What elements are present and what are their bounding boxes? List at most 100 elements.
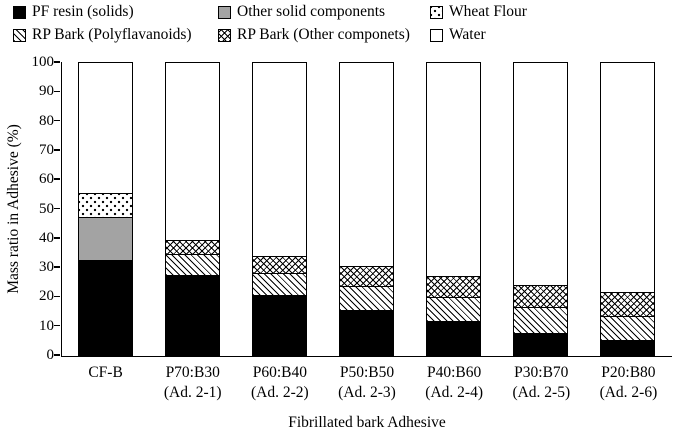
segment-pf-resin-solids xyxy=(78,261,132,355)
x-category-name: P70:B30 xyxy=(165,364,220,381)
y-tick-mark xyxy=(54,324,60,327)
legend-label: Wheat Flour xyxy=(449,3,527,20)
x-category-label-p50-b50: P50:B50 (Ad. 2-3) xyxy=(338,363,396,402)
segment-rp-bark-other-componets xyxy=(514,286,568,308)
segment-water xyxy=(252,63,306,257)
legend-label: Other solid components xyxy=(237,3,386,20)
segment-water xyxy=(514,63,568,286)
bar-p20-b80 xyxy=(600,62,656,356)
segment-pf-resin-solids xyxy=(252,296,306,355)
y-tick-label: 50 xyxy=(39,200,54,217)
segment-pf-resin-solids xyxy=(340,310,393,355)
segment-pf-resin-solids xyxy=(165,275,219,355)
segment-rp-bark-polyflavanoids xyxy=(514,307,568,335)
legend-label: PF resin (solids) xyxy=(32,3,134,20)
segment-water xyxy=(427,63,481,278)
legend-label: RP Bark (Polyflavanoids) xyxy=(32,26,192,43)
legend-item-pf-resin-solids: PF resin (solids) xyxy=(13,3,218,21)
legend-swatch-solid-gray-icon xyxy=(218,5,231,19)
bar-cf-b xyxy=(77,62,133,356)
y-tick-mark xyxy=(54,207,60,210)
y-tick-mark xyxy=(54,90,60,93)
legend-swatch-solid-black-icon xyxy=(13,5,26,19)
y-tick-label: 90 xyxy=(39,83,54,100)
y-tick-label: 100 xyxy=(31,54,55,70)
y-tick-label: 40 xyxy=(39,229,54,246)
plot-area xyxy=(60,62,672,357)
segment-rp-bark-polyflavanoids xyxy=(340,287,393,311)
y-tick-label: 80 xyxy=(39,112,54,129)
legend-item-rp-bark-polyflavanoids: RP Bark (Polyflavanoids) xyxy=(13,26,218,44)
segment-other-solid-components xyxy=(78,217,132,262)
bar-p70-b30 xyxy=(164,62,220,356)
x-category-sublabel: (Ad. 2-6) xyxy=(599,383,658,401)
x-category-label-p70-b30: P70:B30 (Ad. 2-1) xyxy=(164,363,222,402)
x-category-name: P50:B50 xyxy=(339,364,395,381)
x-category-sublabel: (Ad. 2-4) xyxy=(425,383,483,401)
bar-p60-b40 xyxy=(251,62,307,356)
segment-water xyxy=(165,63,219,241)
y-tick-label: 60 xyxy=(39,171,54,188)
segment-pf-resin-solids xyxy=(514,334,568,355)
x-category-sublabel: (Ad. 2-2) xyxy=(251,383,309,401)
y-tick-label: 30 xyxy=(39,259,54,276)
y-tick-mark xyxy=(54,266,60,268)
x-category-name: P40:B60 xyxy=(427,364,482,381)
y-tick-label: 20 xyxy=(39,288,54,305)
legend-item-water: Water xyxy=(430,26,527,44)
bar-p30-b70 xyxy=(513,62,569,356)
legend-item-wheat-flour: Wheat Flour xyxy=(430,3,527,21)
y-tick-mark xyxy=(54,178,60,180)
y-tick-label: 70 xyxy=(39,141,54,158)
bar-p50-b50 xyxy=(339,62,394,356)
legend-swatch-crosshatch-icon xyxy=(218,28,231,42)
segment-rp-bark-other-componets xyxy=(427,277,481,298)
segment-water xyxy=(340,63,393,268)
x-category-label-p60-b40: P60:B40 (Ad. 2-2) xyxy=(251,363,309,402)
x-category-sublabel: (Ad. 2-5) xyxy=(512,383,571,401)
legend-item-rp-bark-other-componets: RP Bark (Other componets) xyxy=(218,26,430,44)
y-tick-mark xyxy=(54,295,60,298)
segment-rp-bark-polyflavanoids xyxy=(601,316,655,342)
x-category-label-cf-b: CF-B xyxy=(88,363,122,383)
segment-pf-resin-solids xyxy=(427,322,481,355)
y-tick-label: 0 xyxy=(46,347,55,363)
segment-water xyxy=(601,63,655,294)
legend-swatch-dots-icon xyxy=(430,5,443,19)
segment-water xyxy=(78,63,132,195)
chart-legend: PF resin (solids) Other solid components W… xyxy=(13,3,527,44)
x-category-sublabel: (Ad. 2-3) xyxy=(338,383,396,401)
segment-rp-bark-polyflavanoids xyxy=(165,255,219,276)
x-category-name: P60:B40 xyxy=(252,364,307,381)
bar-p40-b60 xyxy=(426,62,482,356)
segment-wheat-flour xyxy=(78,194,132,218)
legend-swatch-diagonal-icon xyxy=(13,28,26,42)
segment-rp-bark-polyflavanoids xyxy=(252,274,306,297)
y-tick-label: 10 xyxy=(39,317,54,334)
y-tick-mark xyxy=(54,149,60,151)
segment-pf-resin-solids xyxy=(601,341,655,355)
x-category-name: P20:B80 xyxy=(601,364,656,381)
x-category-name: P30:B70 xyxy=(514,364,569,381)
legend-item-other-solid-components: Other solid components xyxy=(218,3,430,21)
legend-swatch-white-icon xyxy=(430,28,443,42)
segment-rp-bark-other-componets xyxy=(340,267,393,288)
x-axis-title: Fibrillated bark Adhesive xyxy=(288,414,446,431)
x-axis-category-labels: CF-B P70:B30 (Ad. 2-1) P60:B40 (Ad. 2-2) P50:… xyxy=(62,363,672,407)
y-tick-mark xyxy=(54,354,60,356)
y-tick-mark xyxy=(54,61,60,63)
y-tick-mark xyxy=(54,237,60,239)
y-tick-mark xyxy=(54,119,60,122)
x-category-label-p40-b60: P40:B60 (Ad. 2-4) xyxy=(425,363,483,402)
x-category-label-p20-b80: P20:B80 (Ad. 2-6) xyxy=(600,363,658,402)
x-category-label-p30-b70: P30:B70 (Ad. 2-5) xyxy=(512,363,570,402)
legend-label: Water xyxy=(449,26,486,43)
x-category-name: CF-B xyxy=(88,364,123,381)
x-category-sublabel: (Ad. 2-1) xyxy=(163,383,222,401)
legend-label: RP Bark (Other componets) xyxy=(237,26,410,43)
segment-rp-bark-polyflavanoids xyxy=(427,297,481,323)
segment-rp-bark-other-componets xyxy=(165,240,219,256)
segment-rp-bark-other-componets xyxy=(601,293,655,317)
segment-rp-bark-other-componets xyxy=(252,256,306,275)
